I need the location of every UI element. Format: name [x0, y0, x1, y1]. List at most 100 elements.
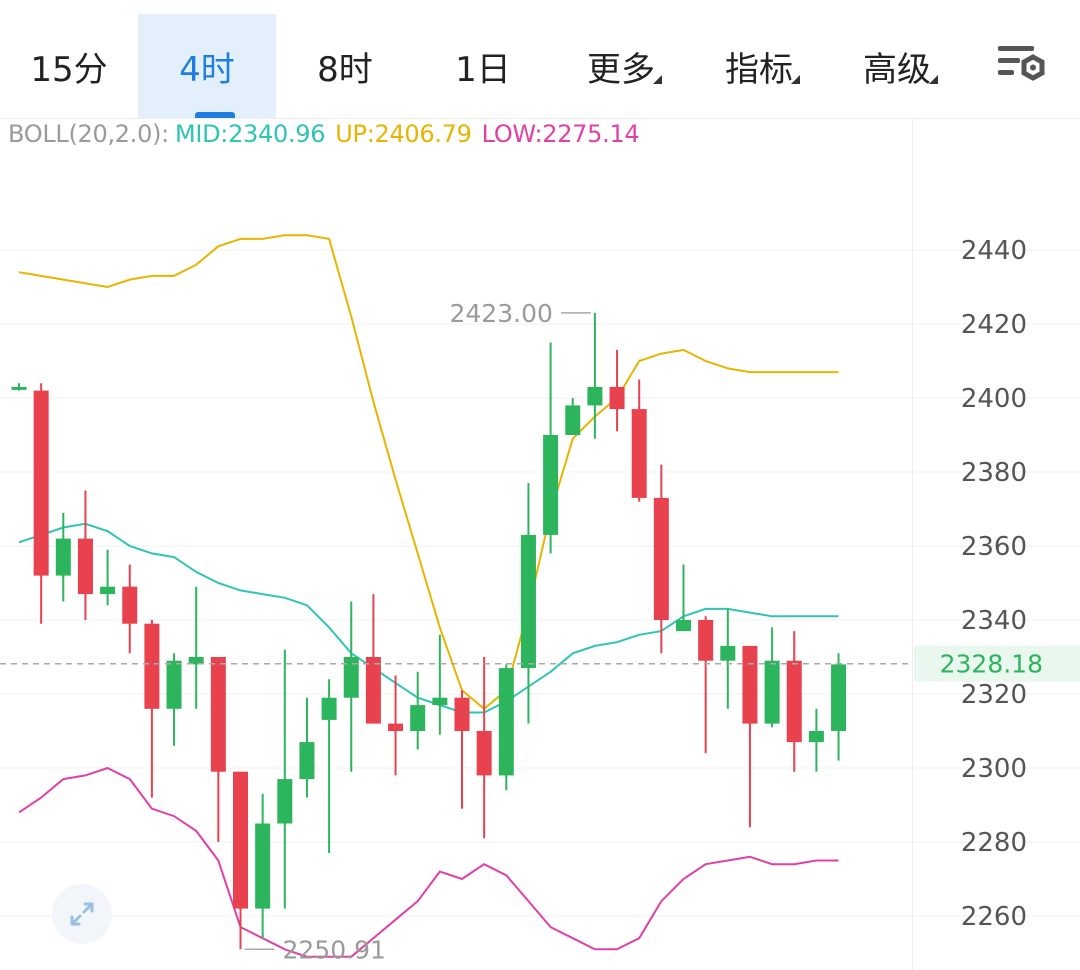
- candle: [144, 620, 160, 798]
- candle: [233, 771, 248, 950]
- candle: [166, 653, 182, 746]
- candle-body: [299, 742, 315, 780]
- tab-8h[interactable]: 8时: [276, 14, 414, 118]
- candle-body: [277, 779, 293, 824]
- candle-body: [720, 645, 736, 661]
- candle: [742, 645, 758, 828]
- candle: [587, 312, 603, 439]
- candle: [277, 649, 293, 909]
- tab-indicators[interactable]: 指标: [690, 14, 828, 118]
- candle: [609, 349, 625, 432]
- candle-body: [764, 660, 780, 724]
- tab-label: 更多: [587, 49, 655, 90]
- candle: [100, 549, 116, 606]
- candle-body: [587, 386, 603, 406]
- y-tick-label: 2400: [961, 384, 1027, 414]
- candle-body: [676, 620, 691, 632]
- y-tick-label: 2320: [961, 680, 1027, 710]
- candle: [764, 627, 780, 728]
- y-tick-label: 2340: [961, 606, 1027, 636]
- y-tick-label: 2420: [961, 310, 1027, 340]
- dropdown-caret-icon: [929, 75, 938, 84]
- current-price-label: 2328.18: [940, 650, 1043, 679]
- candle-body: [144, 623, 160, 709]
- expand-icon: [70, 902, 94, 926]
- chart-settings-icon[interactable]: [996, 42, 1050, 90]
- candle-body: [388, 723, 404, 731]
- boll-mid-line: [18, 522, 839, 714]
- candle: [343, 601, 359, 772]
- candle-body: [831, 664, 847, 731]
- tab-label: 4时: [179, 49, 235, 90]
- candle-body: [786, 660, 802, 743]
- candle: [33, 383, 49, 624]
- low-marker-label: 2250.91: [283, 935, 386, 964]
- boll-up-value: UP:2406.79: [335, 120, 472, 148]
- tab-advanced[interactable]: 高级: [828, 14, 966, 118]
- candle: [432, 634, 448, 735]
- current-price-badge: [914, 645, 1080, 682]
- tab-label: 高级: [863, 49, 931, 90]
- high-marker-label: 2423.00: [450, 299, 553, 328]
- price-axis-divider: [912, 118, 913, 970]
- tab-label: 指标: [725, 49, 793, 90]
- candle: [476, 657, 492, 839]
- candle-body: [565, 405, 581, 435]
- candle: [188, 586, 204, 709]
- candle-body: [698, 620, 714, 661]
- y-tick-label: 2380: [961, 458, 1027, 488]
- dropdown-caret-icon: [653, 75, 662, 84]
- candle-body: [653, 497, 669, 620]
- candle-body: [55, 538, 71, 576]
- boll-low-value: LOW:2275.14: [481, 120, 640, 148]
- boll-mid-value: MID:2340.96: [174, 120, 326, 148]
- candle-body: [520, 534, 536, 669]
- boll-low-line: [18, 766, 839, 958]
- tab-15min[interactable]: 15分: [0, 14, 138, 118]
- tab-label: 8时: [317, 49, 373, 90]
- candle-body: [742, 645, 758, 724]
- candle-body: [33, 390, 49, 576]
- candle-body: [343, 657, 359, 698]
- candle-body: [476, 731, 492, 776]
- candle: [698, 616, 714, 754]
- candle-body: [321, 697, 337, 720]
- tab-more[interactable]: 更多: [552, 14, 690, 118]
- candle-body: [100, 586, 116, 595]
- candle: [299, 697, 315, 798]
- candle: [365, 594, 381, 724]
- candle-body: [11, 386, 27, 390]
- y-tick-label: 2280: [961, 828, 1027, 858]
- tab-4h[interactable]: 4时: [138, 14, 276, 118]
- candle-body: [808, 731, 824, 743]
- candle-body: [77, 538, 93, 595]
- candle: [720, 608, 736, 709]
- candle-body: [410, 705, 426, 731]
- candle-body: [498, 668, 514, 776]
- candle-body: [233, 771, 248, 909]
- candle-body: [543, 435, 559, 535]
- boll-up-line: [18, 234, 839, 711]
- timeframe-toolbar: 15分 4时 8时 1日 更多 指标 高级: [0, 0, 1080, 119]
- expand-chart-button[interactable]: [52, 884, 112, 944]
- candle-body: [122, 586, 138, 624]
- y-tick-label: 2440: [961, 236, 1027, 266]
- candle: [543, 342, 559, 554]
- candle: [520, 483, 536, 724]
- candle: [210, 657, 226, 842]
- candle: [255, 793, 271, 939]
- candle: [808, 708, 824, 772]
- candle: [831, 653, 847, 761]
- dropdown-caret-icon: [791, 75, 800, 84]
- candle-body: [255, 823, 271, 909]
- candle-body: [365, 657, 381, 724]
- y-tick-label: 2300: [961, 754, 1027, 784]
- candle: [77, 490, 93, 620]
- y-tick-label: 2260: [961, 902, 1027, 932]
- candle-body: [432, 697, 448, 706]
- candle: [388, 675, 404, 776]
- boll-indicator-name: BOLL(20,2.0):: [8, 120, 169, 148]
- tab-1d[interactable]: 1日: [414, 14, 552, 118]
- tab-label: 15分: [30, 49, 108, 90]
